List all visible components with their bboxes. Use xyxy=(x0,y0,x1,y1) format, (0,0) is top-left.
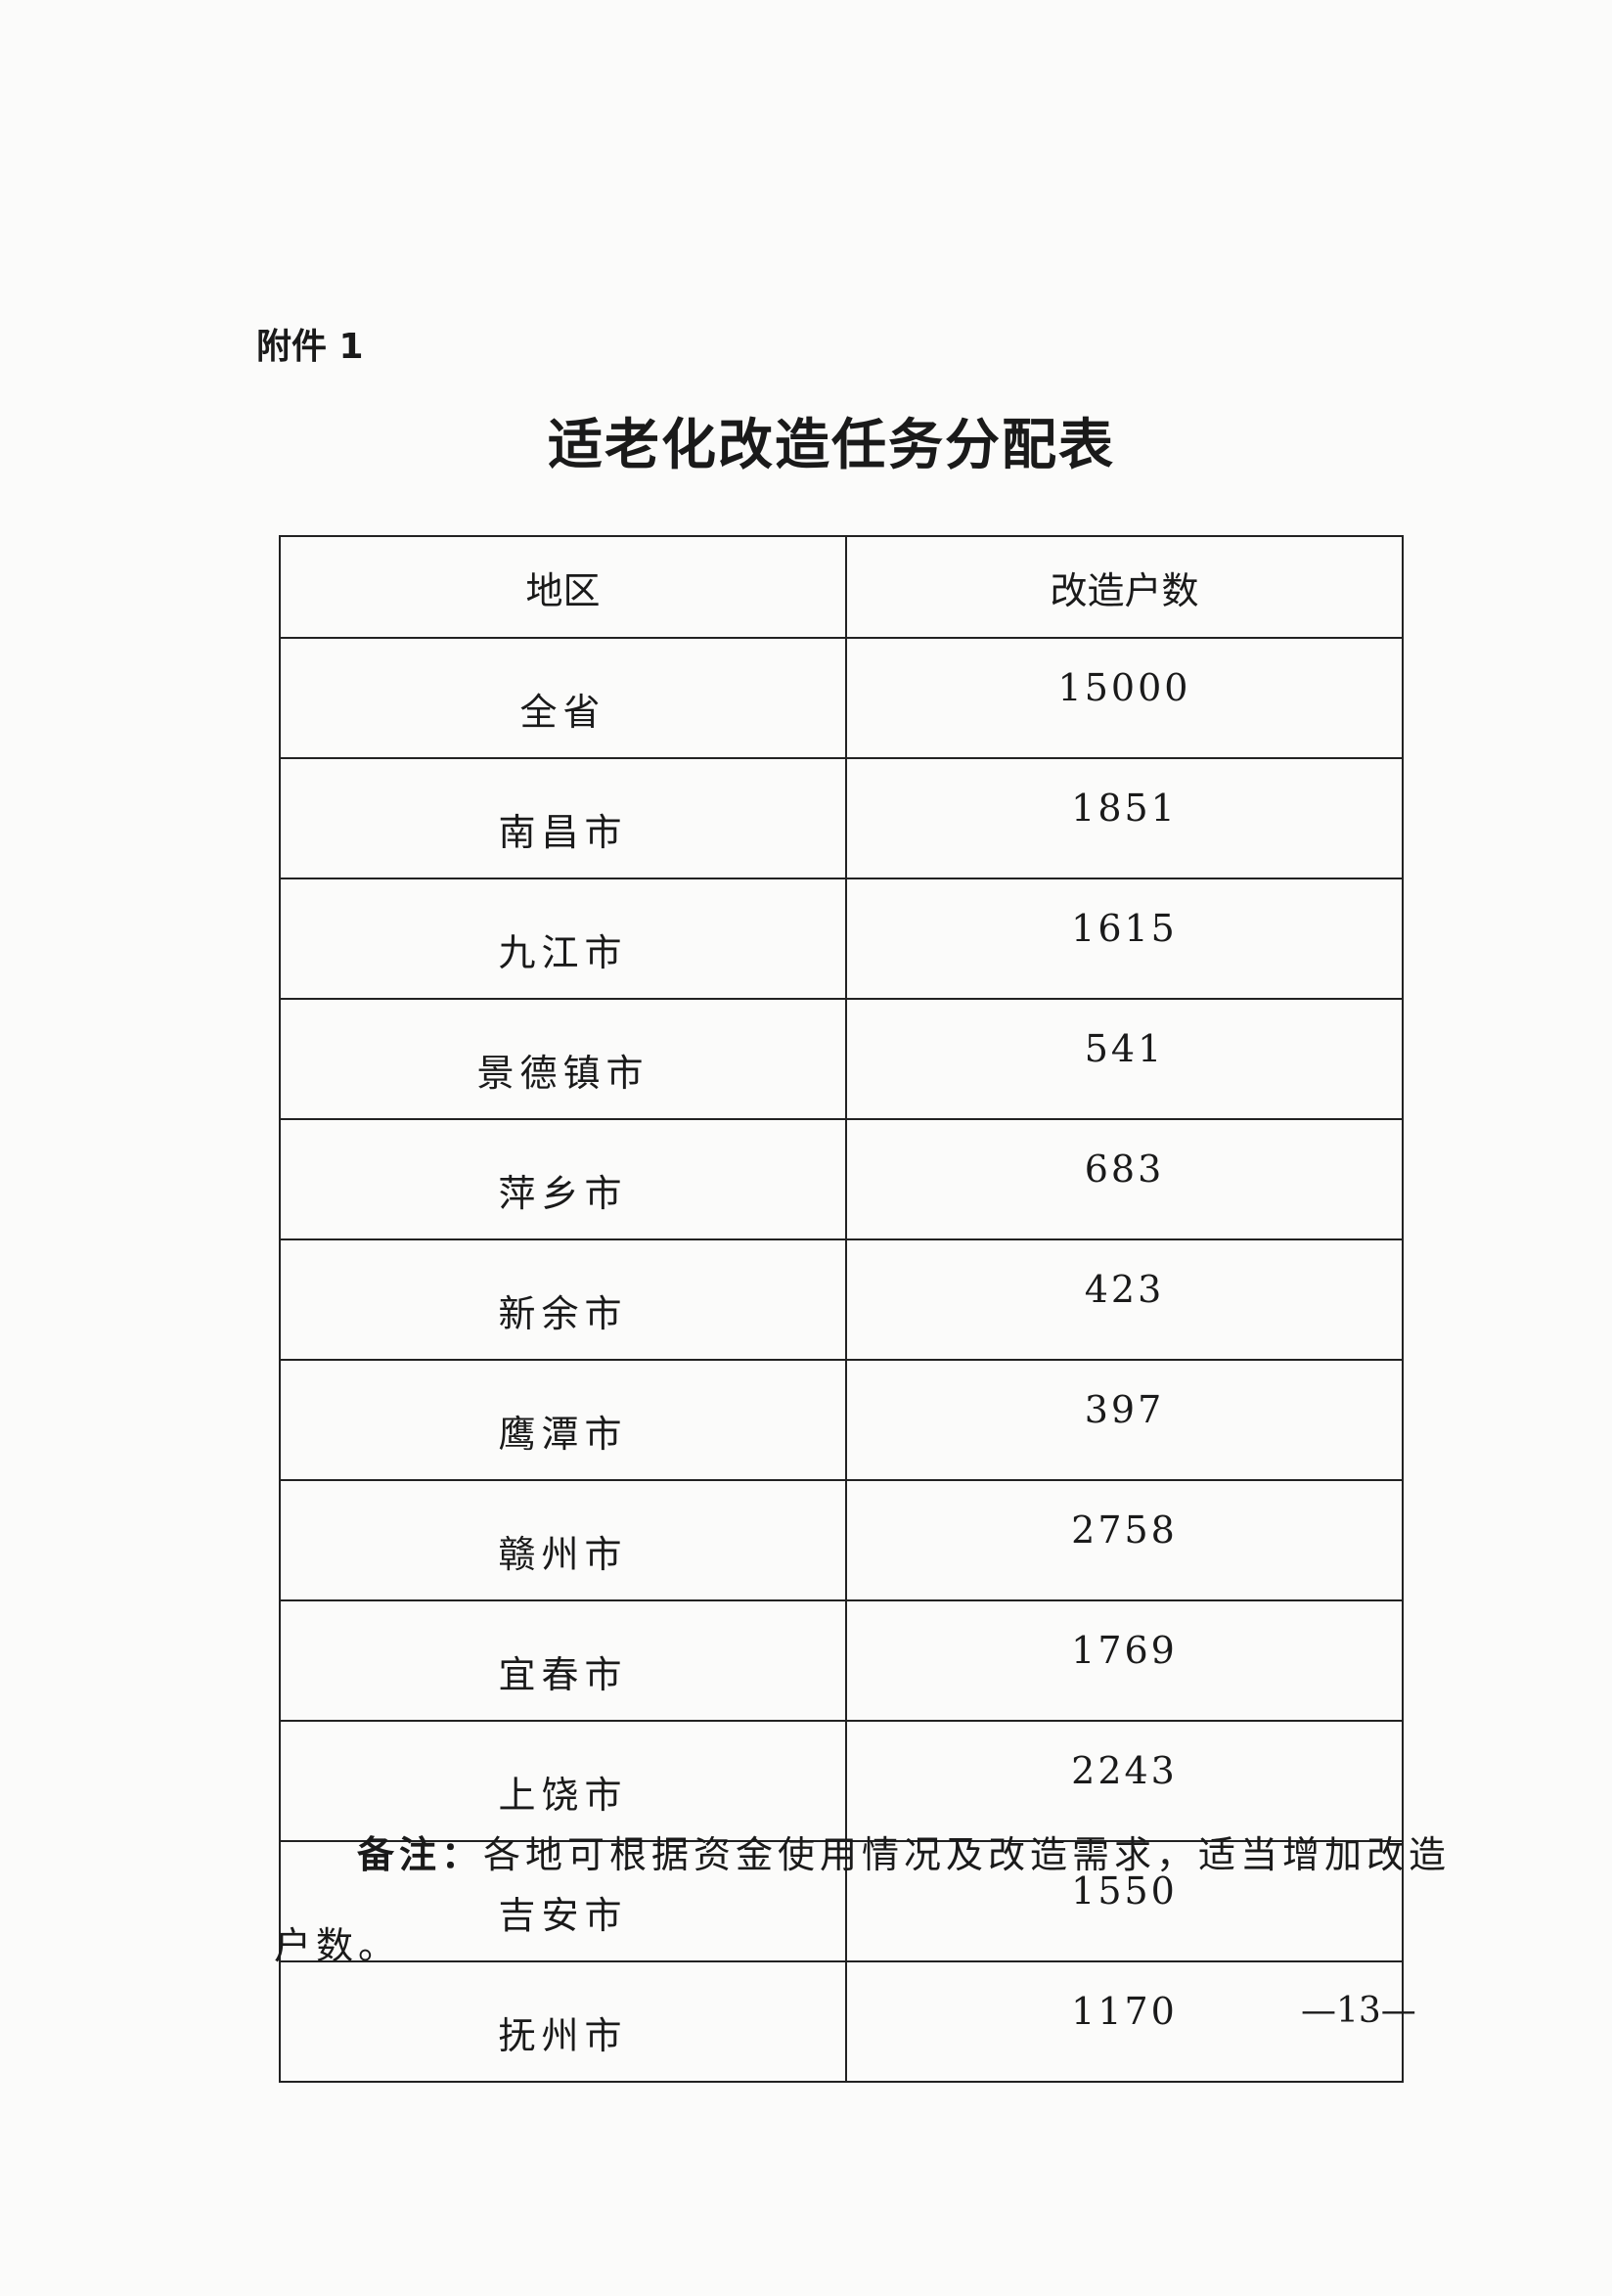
note: 备注：各地可根据资金使用情况及改造需求，适当增加改造 xyxy=(357,1824,1451,1878)
households-cell: 423 xyxy=(845,1238,1404,1361)
region-cell: 景德镇市 xyxy=(279,998,847,1120)
region-cell: 鹰潭市 xyxy=(279,1359,847,1481)
households-cell: 683 xyxy=(845,1118,1404,1240)
table-header-row: 地区 改造户数 xyxy=(279,535,1404,639)
households-cell: 1170 xyxy=(845,1960,1404,2083)
page-title: 适老化改造任务分配表 xyxy=(548,413,1115,477)
table-row: 吉安市 1550 xyxy=(279,1840,1404,1962)
table-row: 抚州市 1170 xyxy=(279,1960,1404,2083)
region-cell: 上饶市 xyxy=(279,1720,847,1842)
region-cell: 宜春市 xyxy=(279,1599,847,1722)
households-cell: 1851 xyxy=(845,757,1404,879)
region-cell: 新余市 xyxy=(279,1238,847,1361)
households-cell: 1615 xyxy=(845,878,1404,1000)
households-cell: 2758 xyxy=(845,1479,1404,1601)
table-row: 南昌市 1851 xyxy=(279,757,1404,879)
allocation-table: 地区 改造户数 全省 15000 南昌市 1851 九江市 1615 景德镇市 541 萍乡市 6… xyxy=(279,535,1404,2083)
households-cell: 541 xyxy=(845,998,1404,1120)
region-cell: 全省 xyxy=(279,637,847,759)
attachment-label: 附件 1 xyxy=(256,327,364,367)
header-region: 地区 xyxy=(279,535,847,639)
table-row: 景德镇市 541 xyxy=(279,998,1404,1120)
region-cell: 九江市 xyxy=(279,878,847,1000)
page-number: —13— xyxy=(1301,1991,1416,2031)
header-households: 改造户数 xyxy=(845,535,1404,639)
households-cell: 1550 xyxy=(845,1840,1404,1962)
households-cell: 1769 xyxy=(845,1599,1404,1722)
table-row: 鹰潭市 397 xyxy=(279,1359,1404,1481)
table-row: 上饶市 2243 xyxy=(279,1720,1404,1842)
note-continuation: 户数。 xyxy=(274,1924,401,1967)
households-cell: 15000 xyxy=(845,637,1404,759)
region-cell: 赣州市 xyxy=(279,1479,847,1601)
note-text: 各地可根据资金使用情况及改造需求，适当增加改造 xyxy=(483,1833,1452,1876)
table-row: 九江市 1615 xyxy=(279,878,1404,1000)
region-cell: 萍乡市 xyxy=(279,1118,847,1240)
note-label: 备注： xyxy=(357,1833,484,1876)
table-row: 赣州市 2758 xyxy=(279,1479,1404,1601)
table-row: 宜春市 1769 xyxy=(279,1599,1404,1722)
region-cell: 抚州市 xyxy=(279,1960,847,2083)
table-row: 萍乡市 683 xyxy=(279,1118,1404,1240)
table-row: 新余市 423 xyxy=(279,1238,1404,1361)
households-cell: 2243 xyxy=(845,1720,1404,1842)
region-cell: 吉安市 xyxy=(279,1840,847,1962)
households-cell: 397 xyxy=(845,1359,1404,1481)
table-row: 全省 15000 xyxy=(279,637,1404,759)
region-cell: 南昌市 xyxy=(279,757,847,879)
